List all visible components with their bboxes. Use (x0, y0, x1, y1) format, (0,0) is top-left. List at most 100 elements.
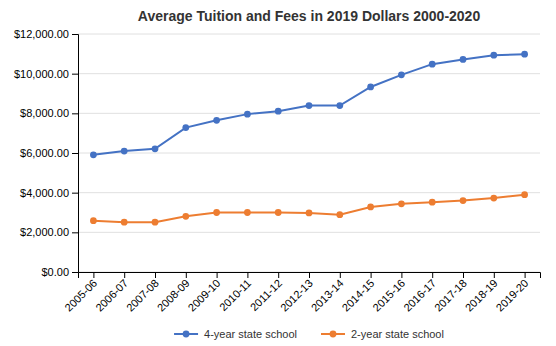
series-line (93, 195, 524, 223)
x-tick: 2005-06 (62, 272, 99, 314)
x-tick-label: 2017-18 (432, 277, 469, 314)
y-tick-mark (72, 34, 78, 35)
grid-line (78, 73, 540, 74)
x-tick-mark (525, 272, 526, 278)
x-tick-mark (371, 272, 372, 278)
series-marker (213, 209, 220, 216)
x-tick-label: 2019-20 (494, 277, 531, 314)
x-tick: 2017-18 (432, 272, 469, 314)
series-marker (244, 209, 251, 216)
x-tick-label: 2012-13 (278, 277, 315, 314)
series-marker (152, 219, 159, 226)
y-tick-label: $2,000.00 (20, 226, 69, 238)
y-tick-label: $10,000.00 (14, 68, 69, 80)
x-tick: 2007-08 (124, 272, 161, 314)
series-marker (213, 117, 220, 124)
x-tick-mark (247, 272, 248, 278)
series-marker (121, 219, 128, 226)
y-tick-mark (72, 74, 78, 75)
series-marker (244, 111, 251, 118)
series-marker (90, 151, 97, 158)
x-tick-label: 2008-09 (155, 277, 192, 314)
x-tick: 2008-09 (155, 272, 192, 314)
x-tick-mark (93, 272, 94, 278)
series-marker (152, 145, 159, 152)
x-tick: 2009-10 (186, 272, 223, 314)
x-tick-label: 2006-07 (93, 277, 130, 314)
series-marker (275, 108, 282, 115)
x-tick: 2013-14 (309, 272, 346, 314)
series-marker (182, 213, 189, 220)
x-tick-label: 2009-10 (186, 277, 223, 314)
y-tick-mark (72, 272, 78, 273)
y-tick: $0.00 (41, 266, 78, 278)
x-tick: 2016-17 (401, 272, 438, 314)
x-tick-label: 2010-11 (217, 277, 253, 313)
marks (90, 51, 528, 226)
y-tick: $2,000.00 (20, 226, 78, 238)
grid-line (78, 232, 540, 233)
x-tick-mark (494, 272, 495, 278)
plot: $0.00$2,000.00$4,000.00$6,000.00$8,000.0… (14, 28, 541, 314)
x-tick-label: 2015-16 (370, 277, 407, 314)
x-tick-mark (309, 272, 310, 278)
x-tick: 2006-07 (93, 272, 130, 314)
grid (78, 34, 540, 272)
x-tick-mark (463, 272, 464, 278)
legend-item: 4-year state school (174, 328, 297, 340)
chart-container: $0.00$2,000.00$4,000.00$6,000.00$8,000.0… (0, 0, 556, 346)
x-tick-mark (278, 272, 279, 278)
series-marker (521, 191, 528, 198)
grid-line (78, 34, 540, 35)
y-tick: $10,000.00 (14, 68, 78, 80)
x-tick-mark (124, 272, 125, 278)
series-marker (336, 102, 343, 109)
y-tick-mark (72, 193, 78, 194)
series-marker (306, 102, 313, 109)
y-tick-label: $8,000.00 (20, 107, 69, 119)
legend-label: 4-year state school (204, 328, 297, 340)
x-tick-mark (340, 272, 341, 278)
y-tick-label: $4,000.00 (20, 187, 69, 199)
series-marker (90, 217, 97, 224)
x-tick-mark (186, 272, 187, 278)
y-tick: $4,000.00 (20, 187, 78, 199)
series-marker (429, 199, 436, 206)
x-axis-line (79, 273, 541, 279)
chart-title: Average Tuition and Fees in 2019 Dollars… (138, 8, 481, 24)
x-tick-label: 2007-08 (124, 277, 161, 314)
x-tick: 2014-15 (340, 272, 377, 314)
x-tick: 2015-16 (370, 272, 407, 314)
series-marker (490, 195, 497, 202)
legend-swatch-marker (183, 331, 190, 338)
x-tick-label: 2013-14 (309, 277, 346, 314)
y-tick: $8,000.00 (20, 107, 78, 119)
x-tick-mark (401, 272, 402, 278)
x-tick-label: 2014-15 (340, 277, 377, 314)
grid-line (78, 153, 540, 154)
x-tick-label: 2011-12 (248, 277, 284, 313)
y-axis-line (72, 35, 79, 273)
x-tick-mark (432, 272, 433, 278)
y-tick-label: $12,000.00 (14, 28, 69, 40)
series-marker (398, 71, 405, 78)
series (90, 191, 528, 225)
y-tick-mark (72, 153, 78, 154)
x-tick: 2012-13 (278, 272, 315, 314)
series-marker (429, 61, 436, 68)
y-axis: $0.00$2,000.00$4,000.00$6,000.00$8,000.0… (14, 28, 79, 278)
x-tick: 2018-19 (463, 272, 500, 314)
legend-label: 2-year state school (351, 328, 444, 340)
x-tick-mark (217, 272, 218, 278)
series-marker (367, 84, 374, 91)
x-tick-label: 2005-06 (62, 277, 99, 314)
series-marker (521, 51, 528, 58)
series-marker (182, 124, 189, 131)
series-marker (121, 148, 128, 155)
series-marker (460, 197, 467, 204)
series-marker (490, 52, 497, 59)
series-marker (306, 210, 313, 217)
x-tick: 2010-11 (217, 272, 253, 313)
y-tick: $12,000.00 (14, 28, 78, 40)
y-tick-mark (72, 232, 78, 233)
